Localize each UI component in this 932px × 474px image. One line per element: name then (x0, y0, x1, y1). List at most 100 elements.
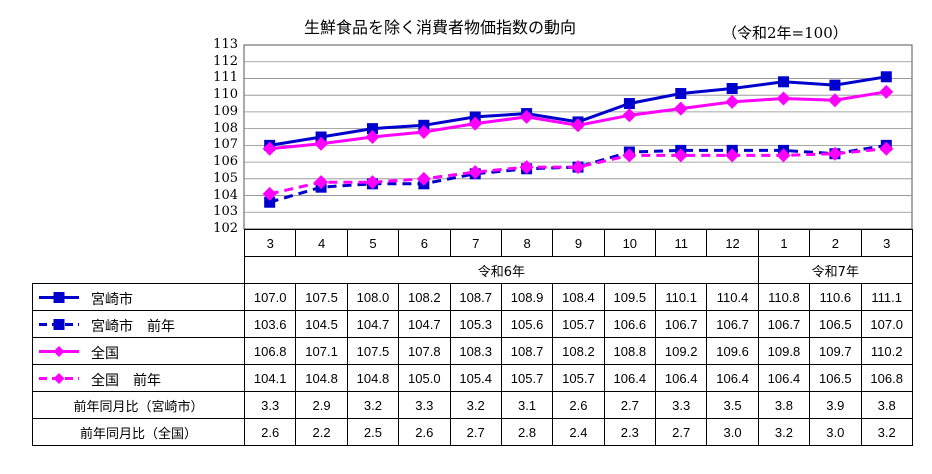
data-label: 106.5 (809, 364, 862, 392)
data-label: 106.4 (706, 364, 759, 392)
data-point (827, 93, 842, 108)
data-label: 104.8 (295, 364, 348, 392)
y-tick-label: 112 (213, 53, 238, 69)
data-label: 106.7 (757, 310, 811, 338)
data-label: 2.7 (654, 418, 708, 446)
y-tick-label: 105 (213, 170, 238, 186)
data-label: 2.6 (243, 418, 297, 446)
x-tick-label: 4 (295, 229, 348, 257)
data-point (622, 148, 637, 163)
y-tick-label: 111 (213, 70, 238, 86)
data-label: 106.5 (809, 310, 862, 338)
data-label: 108.7 (500, 337, 554, 365)
data-label: 105.7 (552, 364, 605, 392)
x-tick-label: 10 (603, 229, 657, 257)
y-tick-label: 110 (213, 87, 238, 103)
data-label: 2.4 (552, 418, 605, 446)
data-label: 2.6 (398, 418, 451, 446)
data-label: 106.8 (243, 337, 297, 365)
data-label: 107.0 (860, 310, 913, 338)
data-point (314, 136, 329, 151)
data-label: 108.8 (603, 337, 657, 365)
data-point (365, 175, 380, 190)
data-label: 105.3 (449, 310, 502, 338)
x-tick-label: 8 (500, 229, 554, 257)
data-point (623, 98, 635, 110)
legend-label: 全国 (91, 346, 119, 362)
plot-area (243, 44, 913, 230)
data-label: 110.6 (809, 283, 862, 311)
x-tick-label: 9 (552, 229, 605, 257)
data-label: 107.5 (295, 283, 348, 311)
table-corner (33, 257, 245, 284)
data-label: 3.5 (706, 391, 759, 419)
data-point (264, 196, 276, 208)
y-tick-label: 104 (213, 187, 238, 203)
data-label: 3.8 (860, 391, 913, 419)
data-point (416, 171, 431, 186)
legend-sample-1 (39, 319, 79, 330)
x-tick-label: 12 (706, 229, 759, 257)
data-point (519, 109, 534, 124)
data-point (673, 148, 688, 163)
row-label: 前年同月比（宮崎市） (32, 391, 245, 419)
data-point (314, 175, 329, 190)
data-label: 3.2 (449, 391, 502, 419)
y-tick-label: 109 (213, 103, 238, 119)
data-label: 104.5 (295, 310, 348, 338)
data-label: 106.7 (654, 310, 708, 338)
data-point (879, 84, 894, 99)
data-label: 106.4 (757, 364, 811, 392)
data-label: 105.4 (449, 364, 502, 392)
data-point (366, 123, 378, 135)
legend-label: 宮崎市 前年 (91, 319, 175, 335)
data-label: 2.2 (295, 418, 348, 446)
data-label: 2.6 (552, 391, 605, 419)
data-label: 2.8 (500, 418, 554, 446)
data-point (262, 141, 277, 156)
data-label: 107.8 (398, 337, 451, 365)
y-tick-label: 102 (213, 221, 238, 236)
data-point (262, 186, 277, 201)
data-label: 2.9 (295, 391, 348, 419)
data-label: 106.4 (603, 364, 657, 392)
x-tick-label: 5 (346, 229, 400, 257)
data-label: 3.8 (757, 391, 811, 419)
data-point (776, 91, 791, 106)
data-label: 105.7 (500, 364, 554, 392)
y-tick-label: 106 (213, 154, 238, 170)
data-point (468, 116, 483, 131)
data-label: 111.1 (860, 283, 913, 311)
data-label: 3.0 (809, 418, 862, 446)
x-tick-label: 2 (809, 229, 862, 257)
data-label: 106.4 (654, 364, 708, 392)
data-label: 3.0 (706, 418, 759, 446)
data-point (829, 79, 841, 91)
legend-label: 全国 前年 (91, 373, 161, 389)
x-tick-label: 3 (243, 229, 297, 257)
data-label: 106.6 (603, 310, 657, 338)
legend-sample-3 (39, 373, 79, 384)
data-label: 104.8 (346, 364, 400, 392)
data-label: 106.7 (706, 310, 759, 338)
data-point (827, 146, 842, 161)
data-point (519, 160, 534, 175)
data-label: 109.6 (706, 337, 759, 365)
data-label: 103.6 (243, 310, 297, 338)
data-label: 108.0 (346, 283, 400, 311)
era-label-reiwa7: 令和7年 (757, 256, 913, 284)
data-label: 109.7 (809, 337, 862, 365)
data-label: 108.2 (552, 337, 605, 365)
data-label: 3.1 (500, 391, 554, 419)
data-point (778, 76, 790, 88)
data-point (879, 141, 894, 156)
data-label: 110.8 (757, 283, 811, 311)
y-tick-label: 107 (213, 137, 238, 153)
data-point (673, 101, 688, 116)
x-tick-label: 6 (398, 229, 451, 257)
data-label: 3.3 (398, 391, 451, 419)
data-label: 107.5 (346, 337, 400, 365)
data-point (468, 165, 483, 180)
data-label: 105.6 (500, 310, 554, 338)
